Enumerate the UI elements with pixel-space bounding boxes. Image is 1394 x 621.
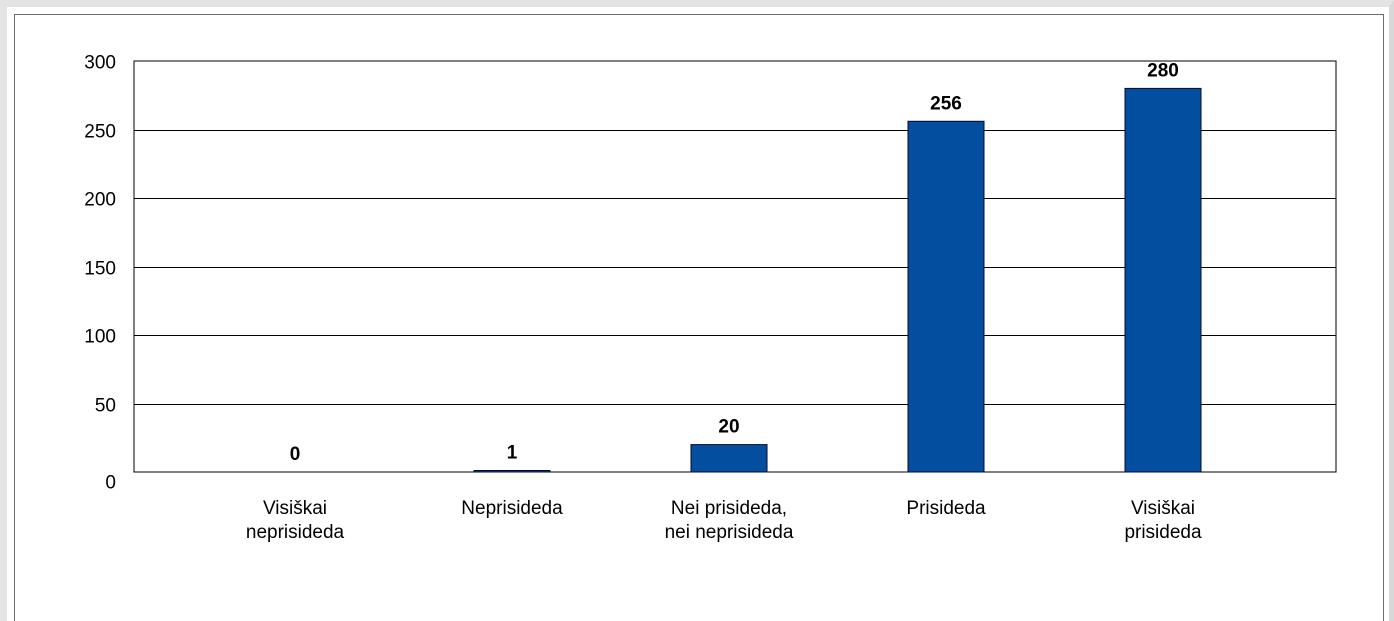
chart-frame-inner (14, 14, 1384, 621)
y-tick-label: 300 (84, 53, 116, 74)
y-tick-label: 150 (84, 259, 116, 280)
data-label: 256 (930, 93, 962, 114)
data-label: 0 (290, 444, 301, 465)
bars (473, 87, 1202, 473)
x-axis-categories: Visiškai neprisideda Neprisideda Nei prisid… (246, 498, 1202, 543)
data-labels: 0 1 20 256 280 (290, 60, 1179, 465)
bar (907, 120, 985, 473)
x-category-label: Visiškai neprisideda (246, 498, 345, 543)
x-category-label: Nei prisideda, nei neprisideda (665, 498, 794, 543)
y-tick-label: 250 (84, 122, 116, 143)
y-tick-label: 200 (84, 190, 116, 211)
bar (690, 444, 768, 473)
x-category-label: Neprisideda (461, 498, 563, 519)
y-axis-ticks: 0 50 100 150 200 250 300 (84, 53, 116, 494)
x-category-label: Visiškai prisideda (1124, 498, 1202, 543)
x-category-label: Prisideda (906, 498, 986, 519)
bar (1124, 87, 1202, 473)
data-label: 1 (507, 443, 518, 464)
data-label: 20 (718, 417, 739, 438)
y-tick-label: 0 (105, 473, 116, 494)
y-tick-label: 50 (95, 396, 116, 417)
bar (473, 470, 551, 473)
data-label: 280 (1147, 60, 1179, 81)
y-tick-label: 100 (84, 327, 116, 348)
